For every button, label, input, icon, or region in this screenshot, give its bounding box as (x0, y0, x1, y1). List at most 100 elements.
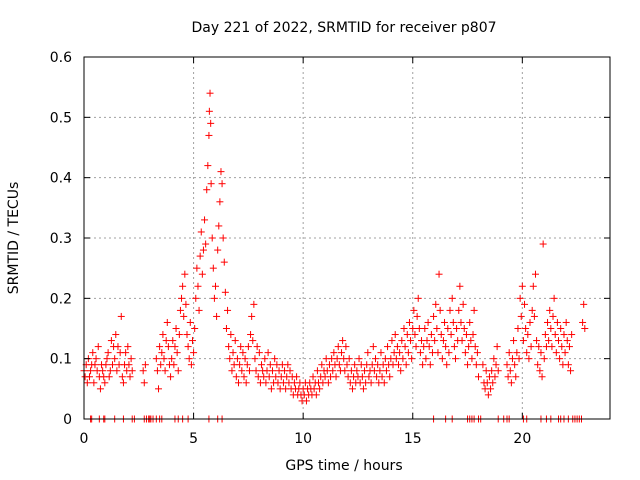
data-point (391, 331, 399, 339)
data-point (187, 361, 195, 369)
data-point (469, 331, 477, 339)
data-point (544, 318, 552, 326)
data-point (466, 318, 474, 326)
data-point (488, 367, 496, 375)
data-point (533, 337, 541, 345)
data-point (309, 373, 317, 381)
data-point (267, 385, 275, 393)
data-point (241, 355, 249, 363)
data-point (117, 312, 125, 320)
data-point (530, 312, 538, 320)
data-point (525, 355, 533, 363)
data-point (560, 331, 568, 339)
data-point (378, 373, 386, 381)
data-point (335, 361, 343, 369)
data-point (316, 385, 324, 393)
data-point (512, 373, 520, 381)
data-point (518, 282, 526, 290)
data-point (404, 349, 412, 357)
data-point (492, 361, 500, 369)
data-point (464, 361, 472, 369)
data-point (516, 294, 524, 302)
data-point (180, 312, 188, 320)
data-point (558, 343, 566, 351)
data-point (217, 168, 225, 176)
data-point (433, 325, 441, 332)
data-point (473, 349, 481, 357)
data-point (430, 312, 438, 320)
data-point (414, 294, 422, 302)
data-point (199, 246, 207, 254)
data-point (460, 325, 468, 332)
data-point (162, 337, 170, 345)
data-point (423, 337, 431, 345)
data-point (475, 373, 482, 381)
data-point (164, 343, 172, 351)
data-point (238, 367, 246, 375)
data-point (155, 385, 163, 393)
data-point (451, 355, 459, 363)
data-point (96, 385, 104, 393)
data-point (284, 361, 292, 369)
data-point (261, 355, 269, 363)
data-point (439, 337, 447, 345)
data-point (251, 355, 259, 363)
data-point (106, 367, 114, 375)
data-point (112, 331, 120, 339)
data-point (554, 337, 562, 345)
data-point (367, 379, 375, 387)
data-point (171, 343, 179, 351)
data-point (443, 361, 451, 369)
data-point (339, 337, 347, 345)
data-point (487, 385, 495, 393)
data-point (194, 282, 202, 290)
data-point (102, 361, 110, 369)
data-point (179, 282, 187, 290)
data-point (159, 331, 167, 339)
data-point (529, 282, 537, 290)
data-point (398, 337, 406, 345)
data-point (167, 373, 175, 381)
data-point (447, 331, 455, 339)
data-point (332, 373, 340, 381)
data-point (581, 325, 589, 332)
data-point (271, 355, 279, 363)
data-point (526, 318, 534, 326)
data-point (455, 306, 463, 314)
data-point (450, 343, 458, 351)
data-point (489, 379, 497, 387)
data-point (157, 361, 165, 369)
data-point (182, 300, 190, 308)
data-point (528, 306, 536, 314)
data-point (124, 343, 132, 351)
data-point (108, 361, 116, 369)
data-point (437, 331, 445, 339)
data-point (343, 361, 351, 369)
data-point (413, 312, 421, 320)
data-point (562, 318, 570, 326)
data-point (400, 325, 408, 332)
data-point (401, 343, 409, 351)
data-point (377, 349, 385, 357)
data-point (471, 343, 479, 351)
data-point (523, 349, 531, 357)
axis-ticks: 0 0.1 0.2 0.3 0.4 0.5 0.6 0 5 10 15 20 (50, 50, 610, 447)
data-point (411, 331, 419, 339)
data-point (536, 367, 544, 375)
data-point (197, 228, 205, 236)
data-point (507, 379, 515, 387)
data-point (494, 367, 502, 375)
data-point (541, 331, 549, 339)
y-tick-label: 0.1 (50, 352, 72, 368)
data-point (212, 282, 219, 290)
data-point (247, 331, 255, 339)
data-point (405, 318, 413, 326)
data-point (228, 367, 236, 375)
data-point (204, 162, 212, 170)
data-point (353, 367, 361, 375)
x-tick-label: 5 (189, 431, 198, 447)
data-point (313, 367, 321, 375)
data-point (242, 379, 250, 387)
data-point (176, 306, 184, 314)
